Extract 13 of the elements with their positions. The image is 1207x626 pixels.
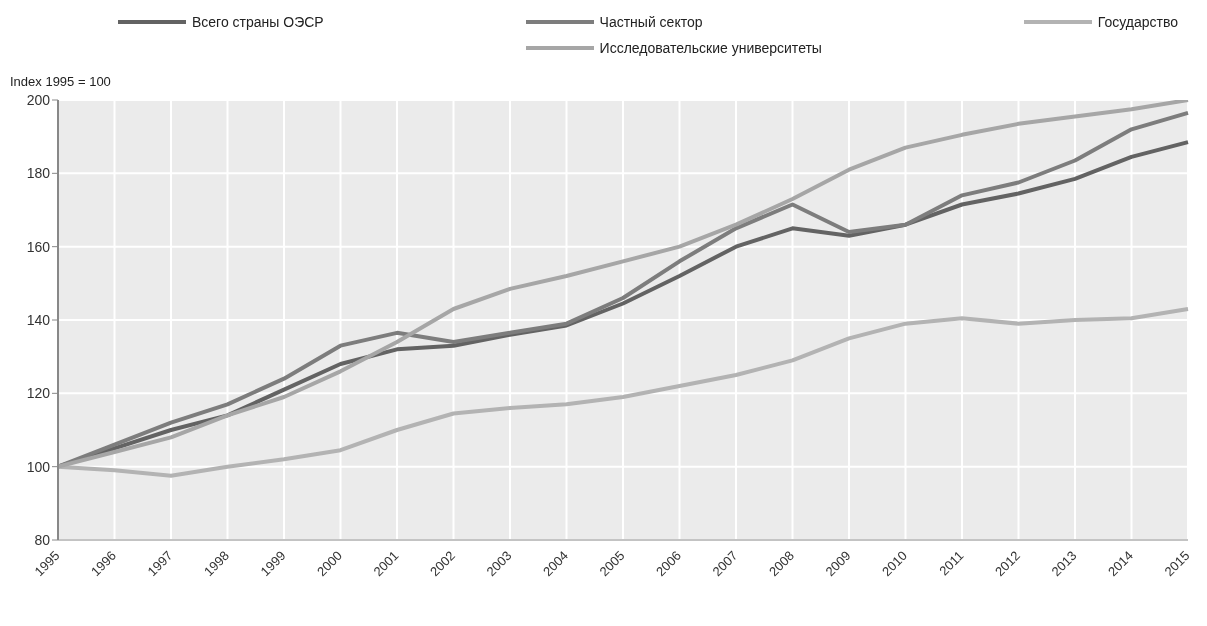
- line-series: [56, 307, 1190, 478]
- y-tick-label: 160: [26, 238, 51, 255]
- legend-label: Исследовательские университеты: [599, 40, 822, 56]
- y-tick-label: 120: [26, 385, 51, 402]
- y-tick-label: 80: [34, 531, 51, 548]
- legend-label: Частный сектор: [599, 14, 703, 30]
- legend-label: Государство: [1097, 14, 1178, 30]
- y-tick-label: 100: [26, 458, 51, 475]
- y-tick-label: 200: [26, 91, 51, 108]
- legend-label: Всего страны ОЭСР: [192, 14, 324, 30]
- y-tick-label: 180: [26, 165, 51, 182]
- y-tick-label: 140: [26, 311, 51, 328]
- y-axis-title: Index 1995 = 100: [10, 74, 112, 90]
